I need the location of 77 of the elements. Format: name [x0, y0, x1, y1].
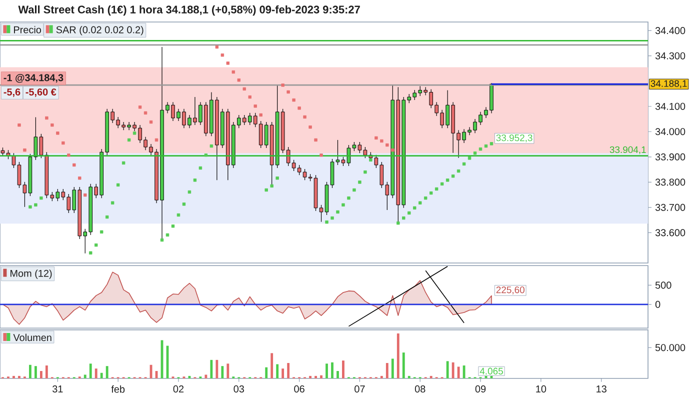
bar	[216, 360, 218, 378]
legend-label: Mom (12)	[10, 270, 52, 279]
candlestick	[341, 156, 346, 166]
x-tick-label: 03	[234, 385, 244, 392]
bar	[45, 365, 48, 378]
bar	[287, 363, 290, 378]
candlestick	[336, 140, 340, 166]
bar	[89, 364, 92, 378]
y-tick-label: 33.900	[655, 153, 686, 160]
bar	[380, 376, 383, 378]
y-tick-label: 34.000	[655, 128, 686, 136]
y-tick-label: 33.800	[655, 178, 686, 186]
bar	[342, 360, 344, 378]
bar	[320, 375, 322, 378]
y-tick-label: 0	[655, 300, 660, 308]
x-tick-label: 10	[536, 385, 546, 392]
bar	[270, 353, 274, 378]
bar	[100, 372, 103, 378]
bar	[40, 371, 42, 378]
x-tick-label: 13	[596, 385, 606, 392]
data-label: 4.065	[480, 368, 503, 374]
bar	[452, 362, 454, 378]
x-tick-label: 08	[414, 385, 426, 392]
ref-line-label: -1 @34.184,3	[4, 74, 64, 83]
y-tick-label: 34.300	[655, 52, 686, 60]
y-tick-label: 500	[655, 282, 672, 289]
candlestick	[319, 204, 324, 222]
bar	[396, 333, 400, 378]
legend-label: SAR (0.02 0.02 0.2)	[56, 26, 144, 36]
bar	[314, 376, 317, 378]
chart-title: Wall Street Cash (1€) 1 hora 34.188,1 (+0,58%) 09-feb-2023 9:35:27	[18, 5, 360, 16]
bar	[84, 374, 86, 378]
bar	[408, 376, 410, 378]
data-label: 33.952,3	[496, 134, 532, 142]
bar	[226, 364, 230, 378]
bar	[326, 364, 328, 378]
bar	[221, 366, 224, 378]
bar	[331, 362, 334, 378]
data-label: 225,60	[496, 286, 524, 294]
bar	[12, 376, 15, 378]
bar	[29, 364, 32, 378]
y-tick-label: 33.700	[655, 204, 686, 211]
bar	[210, 360, 213, 378]
bar	[204, 374, 208, 378]
bar	[276, 364, 279, 378]
ref-line-label: 34.188,1	[650, 80, 687, 88]
bar	[446, 361, 449, 378]
y-tick-label: 34.100	[655, 102, 686, 110]
bar	[430, 376, 432, 378]
x-tick-label: 02	[173, 385, 184, 392]
legend-label: Volumen	[13, 334, 52, 342]
bar	[402, 352, 405, 378]
x-tick-label: 09	[475, 385, 486, 392]
bar	[462, 365, 466, 378]
bar	[386, 363, 388, 378]
bar	[391, 358, 394, 378]
y-tick-label: 33.600	[655, 229, 686, 236]
bar	[309, 376, 312, 378]
bar	[94, 368, 98, 378]
bar	[34, 366, 37, 378]
x-tick-label: 07	[354, 385, 365, 392]
candlestick	[330, 158, 334, 188]
y-tick-label: 50.000	[655, 344, 686, 352]
bar	[106, 366, 108, 378]
bar	[457, 366, 460, 378]
x-tick-label: 06	[294, 385, 304, 392]
x-tick-label: feb	[111, 385, 125, 393]
annotation: -5,6	[4, 88, 20, 97]
ref-line-label: 33.904,1	[610, 146, 646, 154]
legend-label: Precio	[14, 26, 42, 34]
bar	[282, 368, 284, 378]
x-tick-label: 31	[52, 385, 63, 392]
annotation: -5,60 €	[26, 88, 56, 97]
y-tick-label: 34.400	[655, 27, 686, 34]
bar	[265, 367, 268, 378]
bar	[18, 376, 20, 378]
bar	[336, 371, 339, 378]
